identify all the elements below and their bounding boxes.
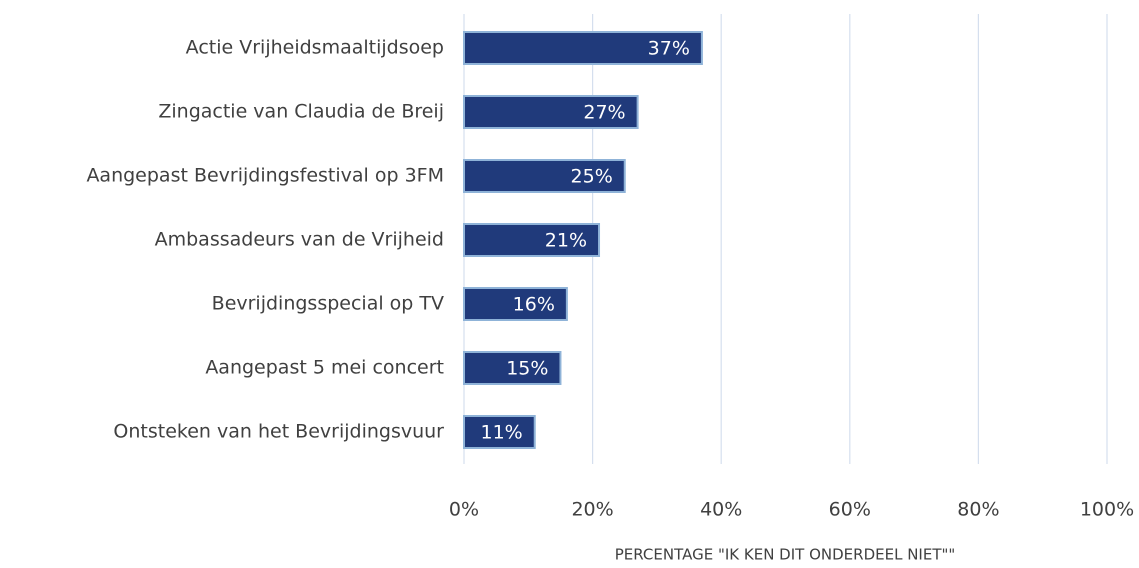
bar bbox=[463, 287, 568, 321]
y-tick-label: Ontsteken van het Bevrijdingsvuur bbox=[113, 421, 444, 443]
data-label: 25% bbox=[571, 166, 613, 188]
data-label: 11% bbox=[480, 422, 522, 444]
y-tick-label: Bevrijdingsspecial op TV bbox=[212, 293, 444, 315]
bar bbox=[463, 415, 536, 449]
data-label: 27% bbox=[583, 102, 625, 124]
x-tick-label: 40% bbox=[700, 499, 742, 521]
bar bbox=[463, 351, 562, 385]
bar bbox=[463, 159, 626, 193]
data-label: 37% bbox=[648, 38, 690, 60]
x-tick-label: 20% bbox=[571, 499, 613, 521]
x-tick-label: 100% bbox=[1080, 499, 1134, 521]
x-tick-label: 80% bbox=[957, 499, 999, 521]
y-tick-label: Aangepast 5 mei concert bbox=[205, 357, 444, 379]
y-tick-label: Zingactie van Claudia de Breij bbox=[158, 101, 444, 123]
bar bbox=[463, 223, 601, 257]
bar bbox=[463, 95, 639, 129]
x-tick-label: 60% bbox=[829, 499, 871, 521]
x-axis-label: PERCENTAGE "IK KEN DIT ONDERDEEL NIET"" bbox=[615, 546, 956, 564]
data-label: 21% bbox=[545, 230, 587, 252]
bar bbox=[463, 31, 703, 65]
y-tick-label: Actie Vrijheidsmaaltijdsoep bbox=[186, 37, 444, 59]
y-tick-label: Ambassadeurs van de Vrijheid bbox=[155, 229, 444, 251]
y-tick-label: Aangepast Bevrijdingsfestival op 3FM bbox=[86, 165, 444, 187]
data-label: 16% bbox=[513, 294, 555, 316]
x-tick-label: 0% bbox=[449, 499, 479, 521]
data-label: 15% bbox=[506, 358, 548, 380]
